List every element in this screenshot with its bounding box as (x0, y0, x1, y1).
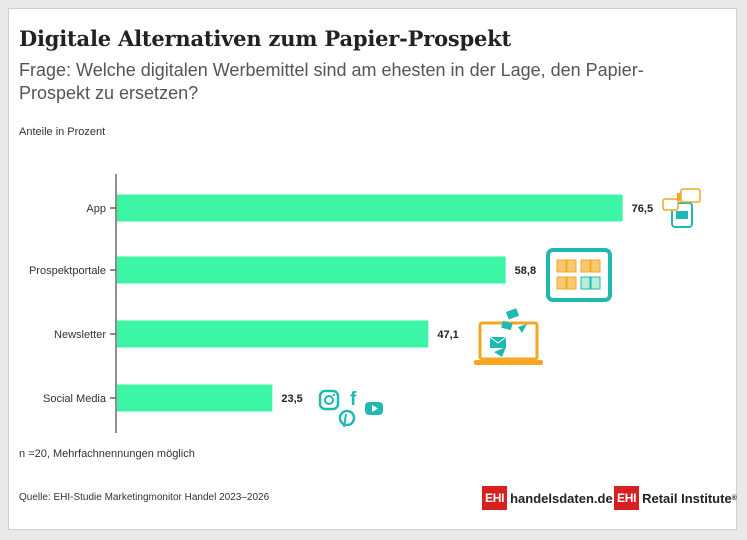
bar-social-media (117, 384, 273, 412)
ehi-retail-institute-logo[interactable]: EHI Retail Institute ® (614, 485, 737, 511)
registered-mark: ® (731, 494, 737, 502)
ehi-badge: EHI (482, 486, 508, 510)
chart-subtitle: Frage: Welche digitalen Werbemittel sind… (19, 60, 644, 103)
category-label: Newsletter (54, 329, 106, 341)
bar-prospektportale (117, 256, 506, 284)
category-label: App (86, 203, 106, 215)
ehi-badge: EHI (614, 486, 640, 510)
leaflet-portal-icon (546, 248, 612, 302)
newsletter-laptop-icon (474, 308, 543, 365)
handelsdaten-logo-text: handelsdaten.de (510, 490, 613, 506)
unit-label: Anteile in Prozent (19, 126, 106, 138)
handelsdaten-logo[interactable]: EHI handelsdaten.de (482, 485, 613, 511)
value-label: 76,5 (632, 203, 653, 215)
svg-text:f: f (350, 389, 357, 410)
category-label: Prospektportale (29, 265, 106, 277)
app-icon (662, 188, 701, 228)
sample-note: n =20, Mehrfachnennungen möglich (19, 448, 195, 460)
source-note: Quelle: EHI-Studie Marketingmonitor Hand… (19, 492, 270, 503)
bar-app (117, 194, 623, 222)
category-label: Social Media (43, 393, 107, 405)
chart-title: Digitale Alternativen zum Papier-Prospek… (19, 26, 512, 51)
value-label: 58,8 (515, 265, 536, 277)
value-label: 23,5 (281, 393, 302, 405)
social-media-icon: f (318, 389, 383, 428)
retail-institute-logo-text: Retail Institute (642, 490, 732, 506)
value-label: 47,1 (437, 329, 458, 341)
bar-newsletter (117, 320, 429, 348)
